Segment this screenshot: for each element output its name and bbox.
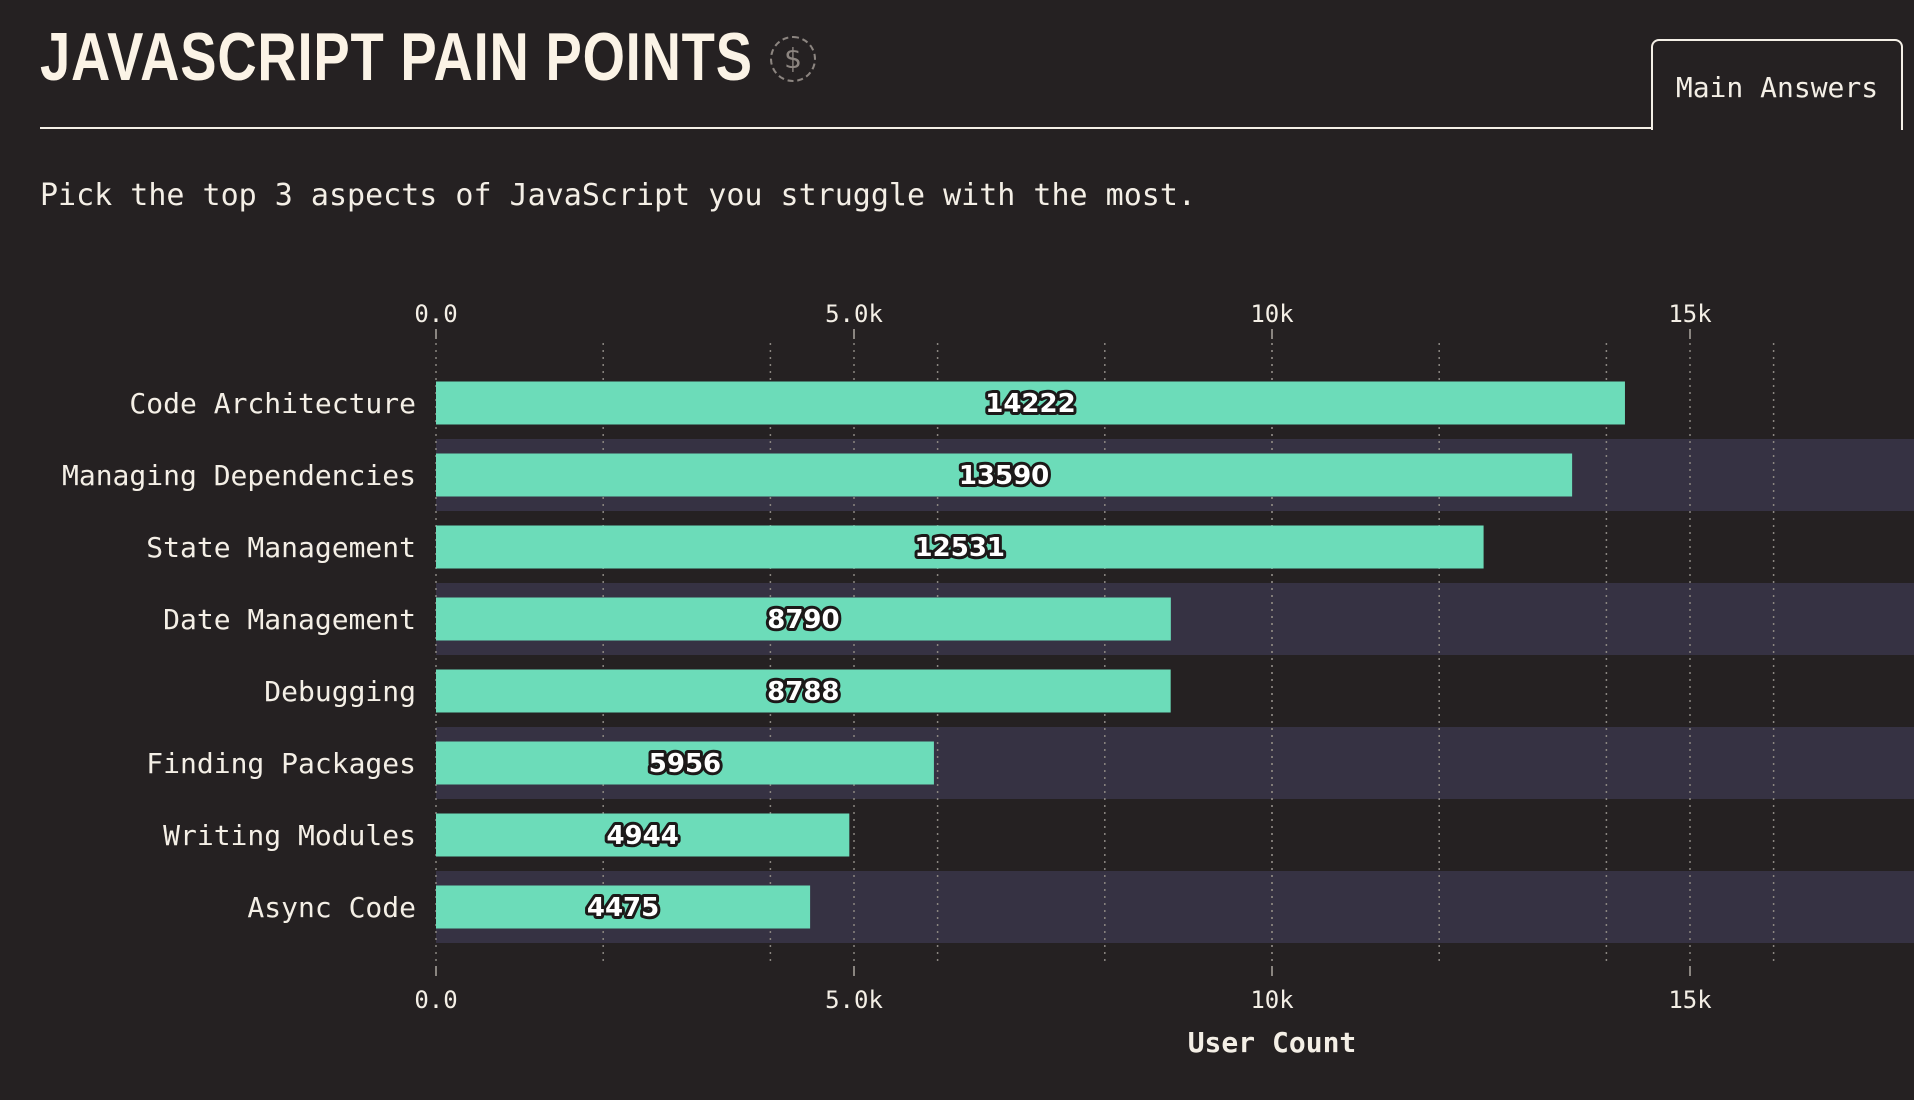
category-label: Finding Packages bbox=[146, 747, 416, 780]
bar[interactable] bbox=[436, 525, 1484, 569]
category-label: Code Architecture bbox=[129, 387, 416, 420]
x-axis-title: User Count bbox=[1188, 1026, 1357, 1059]
header-divider bbox=[40, 127, 1652, 129]
category-label: Async Code bbox=[247, 891, 416, 924]
bar[interactable] bbox=[436, 381, 1625, 425]
category-labels: Code Architecture Managing Dependencies St… bbox=[62, 387, 416, 924]
x-tick-label: 15k bbox=[1668, 986, 1712, 1014]
value-label: 8790 bbox=[767, 605, 839, 635]
value-label: 14222 bbox=[985, 389, 1075, 419]
value-label: 8788 bbox=[767, 677, 839, 707]
value-labels: 14222 13590 12531 8790 8788 5956 4944 4475 bbox=[584, 386, 1079, 926]
x-tick-label: 0.0 bbox=[414, 986, 457, 1014]
category-label: Managing Dependencies bbox=[62, 459, 416, 492]
x-tick-label: 5.0k bbox=[825, 986, 883, 1014]
value-label: 12531 bbox=[915, 533, 1005, 563]
value-label: 5956 bbox=[649, 749, 721, 779]
bar[interactable] bbox=[436, 741, 934, 785]
bar[interactable] bbox=[436, 669, 1171, 713]
bar[interactable] bbox=[436, 453, 1573, 497]
bars bbox=[436, 381, 1625, 929]
value-label: 4475 bbox=[587, 893, 659, 923]
x-tick-label: 0.0 bbox=[414, 300, 457, 328]
value-label: 4944 bbox=[606, 821, 678, 851]
category-label: Date Management bbox=[163, 603, 416, 636]
bar[interactable] bbox=[436, 885, 811, 929]
grid-lines bbox=[435, 343, 1775, 962]
x-tick-label: 10k bbox=[1250, 986, 1294, 1014]
x-tick-label: 10k bbox=[1250, 300, 1294, 328]
sponsor-badge-icon[interactable]: $ bbox=[770, 36, 816, 82]
x-tick-label: 5.0k bbox=[825, 300, 883, 328]
axis-ticks: 0.0 0.0 5.0k 5.0k 10k 10k 15k 15k bbox=[414, 300, 1712, 1014]
value-label: 13590 bbox=[959, 461, 1049, 491]
question-text: Pick the top 3 aspects of JavaScript you… bbox=[40, 178, 1196, 213]
category-label: State Management bbox=[146, 531, 416, 564]
x-tick-label: 15k bbox=[1668, 300, 1712, 328]
category-label: Writing Modules bbox=[163, 819, 416, 852]
bar[interactable] bbox=[436, 597, 1171, 641]
bar[interactable] bbox=[436, 813, 850, 857]
page-title: JAVASCRIPT PAIN POINTS bbox=[40, 19, 753, 95]
category-label: Debugging bbox=[264, 675, 416, 708]
tab-main-answers[interactable]: Main Answers bbox=[1651, 39, 1903, 130]
